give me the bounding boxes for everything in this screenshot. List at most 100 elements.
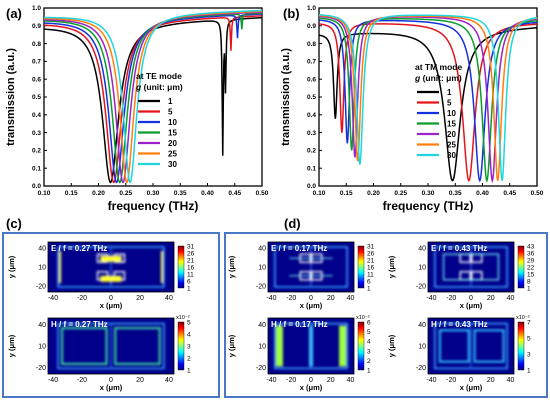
chart-a-te-transmission: 0.10 0.15 0.20 0.25 0.30 0.35 0.40 0.45 0.500.00… [5, 5, 269, 213]
x-tick-label: -40 [426, 295, 436, 302]
y-tick-label: 10 [418, 344, 426, 351]
x-tick-label: 40 [347, 377, 355, 384]
colorbar-tick-label: 8 [527, 279, 531, 286]
y-tick-label: 0.5 [32, 94, 41, 101]
y-axis-label: y (μm) [227, 334, 236, 357]
x-tick-label: -20 [446, 295, 456, 302]
field-map-d-e1: E / f = 0.17 THz-40 -20 0 20 40x (μm)4010-20… [227, 241, 375, 310]
x-tick-label: 0.25 [394, 190, 407, 197]
x-tick-label: 0.35 [449, 190, 462, 197]
colorbar-tick-label: 21 [187, 258, 195, 265]
series-line-20 [43, 11, 263, 184]
y-axis-label: y (μm) [7, 334, 16, 357]
x-tick-label: 20 [487, 295, 495, 302]
x-tick-label: 20 [136, 295, 144, 302]
map-frame [47, 317, 175, 375]
colorbar-tick-label: 1 [527, 286, 531, 293]
y-tick-label: 0.3 [32, 130, 41, 137]
x-tick-label: -40 [266, 377, 276, 384]
legend-label-20: 20 [168, 139, 177, 148]
x-tick-label: -20 [446, 377, 456, 384]
colorbar-tick-label: 2 [187, 356, 191, 363]
colorbar-tick-label: 1 [187, 368, 191, 375]
series-line-30 [318, 13, 538, 181]
legend-title-unit: (unit: μm) [420, 73, 462, 83]
field-map-d-h2: H / f = 0.43 THz-40 -20 0 20 40x (μm)4010-20… [387, 315, 531, 392]
y-tick-label: 40 [418, 246, 426, 253]
x-tick-label: 0 [309, 295, 313, 302]
colorbar-tick-label: 1 [367, 286, 371, 293]
colorbar-exponent: x10⁻² [516, 315, 530, 321]
x-tick-label: 0.30 [147, 190, 160, 197]
colorbar-tick-label: 11 [367, 272, 374, 279]
field-map-d-e2: E / f = 0.43 THz-40 -20 0 20 40x (μm)4010-20… [387, 241, 535, 310]
x-tick-label: 0.20 [92, 190, 105, 197]
y-tick-label: 0.6 [32, 76, 41, 83]
map-frame [427, 241, 515, 293]
colorbar-tick-label: 43 [527, 244, 535, 251]
y-tick-label: -20 [36, 284, 46, 291]
x-axis-label: frequency (THz) [383, 199, 474, 213]
legend-label-5: 5 [447, 99, 452, 108]
x-axis-label: x (μm) [100, 383, 123, 392]
x-tick-label: 0 [309, 377, 313, 384]
center-field [309, 325, 313, 367]
inner-ring [442, 253, 500, 281]
panel-label: (b) [283, 6, 300, 21]
series-line-10 [43, 13, 263, 184]
x-tick-label: 20 [487, 377, 495, 384]
y-tick-label: 10 [38, 265, 46, 272]
resonator-fields [274, 246, 348, 288]
map-label: E / f = 0.17 THz [271, 244, 327, 253]
y-tick-label: -20 [416, 284, 426, 291]
series-line-5 [318, 23, 538, 182]
x-tick-label: 0.35 [174, 190, 187, 197]
legend-label-10: 10 [168, 118, 177, 127]
colorbar-tick-label: 5 [527, 336, 531, 343]
colorbar [177, 321, 185, 371]
x-axis-label: frequency (THz) [108, 199, 199, 213]
legend-label-25: 25 [168, 150, 177, 159]
y-tick-label: 0.8 [307, 41, 316, 48]
y-axis-label: y (μm) [387, 334, 396, 357]
colorbar-tick-label: 6 [187, 279, 191, 286]
field-map-d-h1: H / f = 0.17 THz-40 -20 0 20 40x (μm)4010-20… [227, 315, 371, 392]
y-tick-label: 0.4 [32, 112, 41, 119]
map-frame [427, 317, 515, 375]
y-tick-label: 0.8 [32, 41, 41, 48]
colorbar-tick-label: 5 [367, 329, 371, 336]
panel-c-box [2, 232, 220, 398]
colorbar-tick-label: 21 [367, 258, 375, 265]
gap-field-top [100, 255, 122, 262]
x-tick-label: 0.50 [531, 190, 544, 197]
series-line-15 [43, 12, 263, 184]
plot-frame [43, 7, 263, 187]
panel-d-box [224, 232, 548, 398]
legend-label-20: 20 [447, 130, 456, 139]
x-tick-label: 40 [507, 295, 515, 302]
colorbar-exponent: x10⁻² [176, 315, 190, 321]
x-tick-label: 40 [165, 377, 173, 384]
y-axis-label: transmission (a.u.) [5, 48, 17, 146]
x-tick-label: -20 [77, 295, 87, 302]
map-label: H / f = 0.43 THz [431, 320, 488, 329]
colorbar-tick-label: 16 [367, 265, 375, 272]
colorbar-tick-label: 22 [527, 265, 535, 272]
y-tick-label: 10 [258, 344, 266, 351]
colorbar-tick-label: 3 [367, 348, 371, 355]
x-axis-label: x (μm) [460, 383, 483, 392]
y-tick-label: 40 [418, 322, 426, 329]
y-tick-label: 10 [418, 265, 426, 272]
series-line-20 [318, 15, 538, 184]
map-frame [267, 241, 355, 293]
legend-label-30: 30 [447, 151, 456, 160]
y-tick-label: 0.6 [307, 76, 316, 83]
series-line-10 [318, 19, 538, 183]
legend-label-15: 15 [168, 129, 177, 138]
x-tick-label: 0.40 [476, 190, 489, 197]
colorbar-tick-label: 7 [527, 320, 531, 327]
x-tick-label: -20 [77, 377, 87, 384]
legend-label-15: 15 [447, 120, 456, 129]
mode-label: at TE mode [136, 71, 182, 81]
x-axis-label: x (μm) [100, 301, 123, 310]
